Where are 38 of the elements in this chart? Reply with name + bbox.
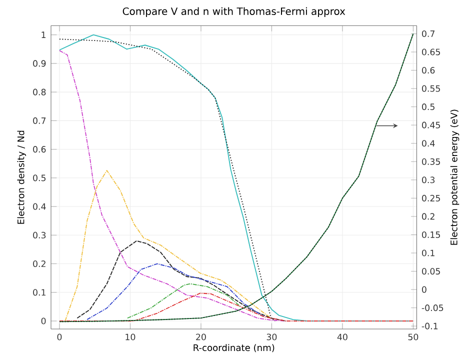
chart-title: Compare V and n with Thomas-Fermi approx xyxy=(122,7,346,17)
x-tick-label: 50 xyxy=(408,334,418,340)
y-tick-label: 0.4 xyxy=(33,203,46,210)
y2-tick-label: 0 xyxy=(422,286,426,293)
y2-tick-label: 0.5 xyxy=(422,104,434,110)
y-tick-label: 0.9 xyxy=(33,60,46,67)
y2-tick-label: 0.25 xyxy=(422,194,440,202)
x-tick-label: 0 xyxy=(57,334,62,340)
y2-tick-label: 0.3 xyxy=(422,176,435,184)
y-tick-label: 0 xyxy=(41,318,46,324)
x-axis-title: R-coordinate (nm) xyxy=(194,344,274,352)
y-tick-label: 0.6 xyxy=(33,146,46,153)
y-tick-label: 0.7 xyxy=(33,117,46,124)
y2-axis-title: Electron potential energy (eV) xyxy=(450,110,460,245)
y2-tick-label: 0.6 xyxy=(422,66,435,74)
y-tick-label: 0.3 xyxy=(33,232,46,238)
y2-tick-label: 0.4 xyxy=(422,140,435,147)
y2-tick-label: 0.35 xyxy=(422,158,440,165)
y-tick-label: 1 xyxy=(42,32,46,38)
y2-tick-label: 0.1 xyxy=(422,250,434,256)
x-tick-label: 20 xyxy=(196,334,206,340)
y-tick-label: 0.8 xyxy=(33,88,46,96)
y2-tick-label: 0.65 xyxy=(422,48,440,56)
y2-tick-label: -0.1 xyxy=(422,322,438,330)
y-axis-title: Electron density / Nd xyxy=(17,130,26,224)
y-tick-label: 0.2 xyxy=(33,260,46,268)
y2-tick-label: -0.05 xyxy=(422,304,444,312)
y2-tick-label: 0.15 xyxy=(422,231,440,238)
x-tick-label: 30 xyxy=(266,334,277,340)
y2-tick-label: 0.7 xyxy=(422,30,434,37)
y-tick-label: 0.1 xyxy=(33,289,46,296)
y-tick-label: 0.5 xyxy=(33,174,46,182)
y2-tick-label: 0.55 xyxy=(422,85,440,92)
y2-tick-label: 0.05 xyxy=(422,268,440,275)
x-tick-label: 10 xyxy=(126,334,136,340)
y2-tick-label: 0.45 xyxy=(422,122,440,128)
x-tick-label: 40 xyxy=(337,334,348,340)
y2-tick-label: 0.2 xyxy=(422,213,434,220)
